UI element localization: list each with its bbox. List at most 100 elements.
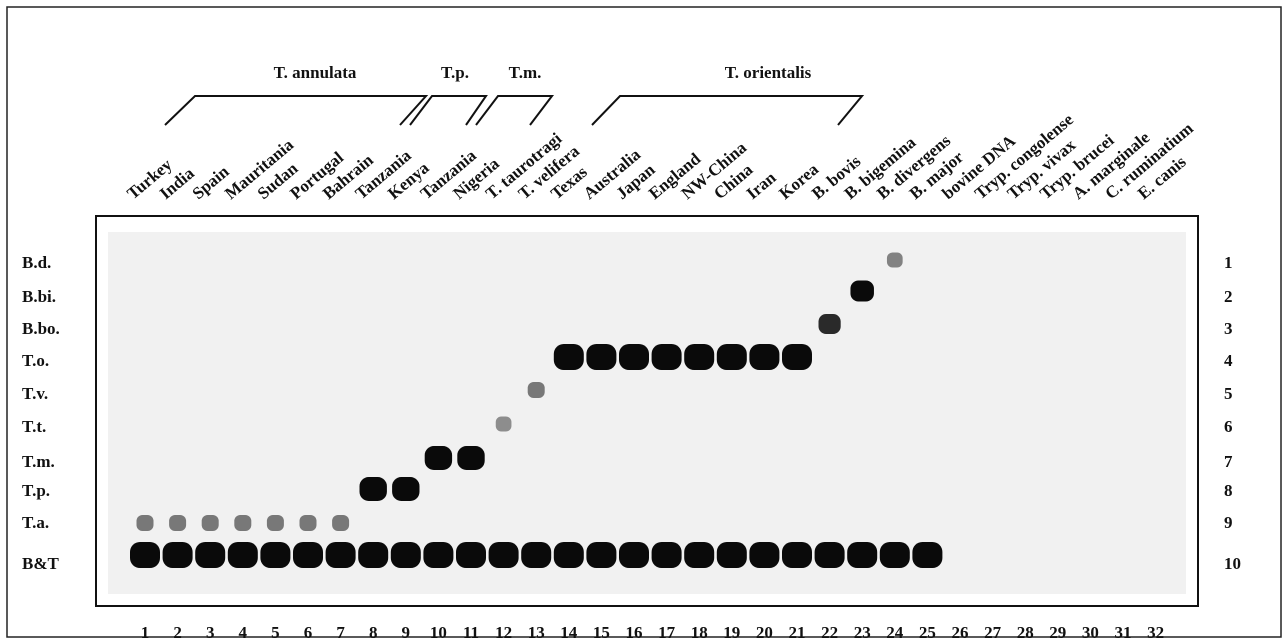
lane-number: 1 — [141, 623, 150, 642]
lane-number: 20 — [756, 623, 773, 642]
spot — [456, 542, 486, 568]
lane-number: 9 — [402, 623, 411, 642]
spot — [749, 542, 779, 568]
spot — [819, 314, 841, 334]
spot — [360, 477, 387, 501]
spot — [267, 515, 284, 531]
spot — [619, 542, 649, 568]
row-number: 3 — [1224, 319, 1233, 338]
row-number: 4 — [1224, 351, 1233, 370]
row-label: T.a. — [22, 513, 49, 532]
spot — [163, 542, 193, 568]
row-number: 10 — [1224, 554, 1241, 573]
row-number: 5 — [1224, 384, 1233, 403]
lane-number: 27 — [984, 623, 1002, 642]
spot — [457, 446, 484, 470]
spot — [652, 344, 682, 370]
spot — [850, 281, 874, 302]
spot — [749, 344, 779, 370]
lane-number: 21 — [789, 623, 806, 642]
spot — [202, 515, 219, 531]
row-number: 9 — [1224, 513, 1233, 532]
lane-number: 22 — [821, 623, 838, 642]
lane-number: 25 — [919, 623, 936, 642]
row-label: T.o. — [22, 351, 49, 370]
row-label: T.p. — [22, 481, 50, 500]
spot — [358, 542, 388, 568]
spot — [912, 542, 942, 568]
lane-number: 32 — [1147, 623, 1164, 642]
group-label: T. orientalis — [725, 63, 812, 82]
spot — [554, 344, 584, 370]
spot — [619, 344, 649, 370]
lane-number: 12 — [495, 623, 512, 642]
row-number: 2 — [1224, 287, 1233, 306]
lane-number: 5 — [271, 623, 280, 642]
lane-number: 11 — [463, 623, 479, 642]
spot — [130, 542, 160, 568]
spot — [521, 542, 551, 568]
lane-number: 17 — [658, 623, 676, 642]
spot — [425, 446, 452, 470]
lane-number: 6 — [304, 623, 313, 642]
spot — [234, 515, 251, 531]
lane-number: 28 — [1017, 623, 1034, 642]
group-label: T. annulata — [274, 63, 357, 82]
lane-number: 31 — [1115, 623, 1132, 642]
spot — [391, 542, 421, 568]
spot — [880, 542, 910, 568]
spot — [228, 542, 258, 568]
spot — [815, 542, 845, 568]
spot — [293, 542, 323, 568]
lane-number: 10 — [430, 623, 447, 642]
spot — [717, 344, 747, 370]
spot — [554, 542, 584, 568]
row-label: T.t. — [22, 417, 46, 436]
spot — [847, 542, 877, 568]
spot — [652, 542, 682, 568]
spot — [684, 344, 714, 370]
row-label: B&T — [22, 554, 60, 573]
row-label: B.bo. — [22, 319, 60, 338]
lane-number: 16 — [626, 623, 643, 642]
lane-number: 4 — [239, 623, 248, 642]
row-number: 6 — [1224, 417, 1233, 436]
lane-number: 8 — [369, 623, 378, 642]
spot — [528, 382, 545, 398]
spot — [137, 515, 154, 531]
lane-number: 13 — [528, 623, 545, 642]
spot — [496, 417, 512, 432]
spot — [782, 542, 812, 568]
spot — [169, 515, 186, 531]
lane-number: 2 — [173, 623, 182, 642]
spot — [782, 344, 812, 370]
spot — [586, 344, 616, 370]
lane-number: 19 — [723, 623, 740, 642]
spot — [684, 542, 714, 568]
lane-number: 30 — [1082, 623, 1099, 642]
group-label: T.p. — [441, 63, 469, 82]
lane-number: 29 — [1049, 623, 1066, 642]
row-label: T.v. — [22, 384, 48, 403]
spot — [392, 477, 419, 501]
spot — [195, 542, 225, 568]
group-label: T.m. — [509, 63, 542, 82]
spot — [586, 542, 616, 568]
row-number: 1 — [1224, 253, 1233, 272]
row-label: T.m. — [22, 452, 55, 471]
lane-number: 7 — [336, 623, 345, 642]
spot — [489, 542, 519, 568]
spot — [260, 542, 290, 568]
lane-number: 26 — [952, 623, 969, 642]
lane-number: 3 — [206, 623, 215, 642]
spot — [300, 515, 317, 531]
spot — [887, 253, 903, 268]
row-label: B.d. — [22, 253, 51, 272]
lane-number: 23 — [854, 623, 871, 642]
spot — [423, 542, 453, 568]
lane-number: 15 — [593, 623, 610, 642]
row-label: B.bi. — [22, 287, 56, 306]
spot — [326, 542, 356, 568]
lane-number: 24 — [886, 623, 904, 642]
figure: T. annulata T.p. T.m. T. orientalis Turk… — [0, 0, 1288, 644]
